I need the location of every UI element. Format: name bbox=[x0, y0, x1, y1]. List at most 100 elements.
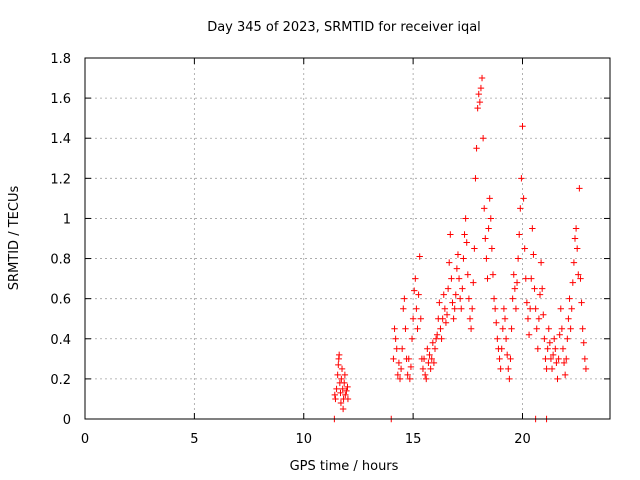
data-point bbox=[493, 319, 500, 326]
data-point bbox=[398, 345, 406, 353]
data-point bbox=[481, 205, 488, 212]
data-point bbox=[508, 325, 515, 332]
x-tick-label: 0 bbox=[81, 432, 89, 447]
data-point bbox=[577, 275, 584, 282]
data-point bbox=[566, 295, 573, 302]
data-point bbox=[436, 299, 443, 306]
data-point bbox=[443, 311, 451, 318]
data-point bbox=[557, 305, 564, 312]
data-point bbox=[421, 371, 429, 379]
data-point bbox=[461, 231, 468, 238]
data-point bbox=[547, 355, 555, 363]
data-point bbox=[581, 355, 589, 363]
data-point bbox=[486, 195, 493, 202]
data-point bbox=[425, 359, 432, 367]
data-point bbox=[467, 325, 475, 332]
data-point bbox=[514, 255, 522, 262]
data-point bbox=[475, 90, 482, 98]
data-point bbox=[407, 363, 415, 371]
y-tick-label: 0 bbox=[63, 413, 71, 428]
data-point bbox=[582, 365, 590, 373]
data-point bbox=[558, 325, 566, 332]
y-axis-label: SRMTID / TECUs bbox=[7, 186, 22, 291]
y-tick-label: 0.6 bbox=[50, 293, 71, 308]
data-point bbox=[483, 255, 490, 262]
data-point bbox=[491, 305, 499, 312]
grid bbox=[85, 58, 610, 419]
data-point bbox=[525, 331, 533, 338]
data-point bbox=[541, 335, 548, 342]
data-point bbox=[497, 365, 504, 373]
data-point bbox=[411, 287, 418, 294]
data-point bbox=[339, 385, 346, 393]
data-point bbox=[517, 205, 524, 212]
data-point bbox=[452, 291, 459, 298]
data-point bbox=[437, 325, 444, 332]
data-point bbox=[554, 375, 561, 383]
data-point bbox=[455, 275, 463, 282]
data-point bbox=[542, 355, 549, 363]
data-point bbox=[439, 315, 446, 322]
data-point bbox=[453, 265, 461, 272]
data-point bbox=[333, 385, 340, 393]
data-point bbox=[395, 359, 403, 367]
data-point bbox=[548, 365, 556, 373]
data-point bbox=[531, 285, 538, 292]
data-point bbox=[420, 355, 428, 363]
data-point bbox=[414, 325, 421, 332]
data-point bbox=[462, 215, 469, 222]
data-point bbox=[522, 275, 529, 282]
data-point bbox=[563, 355, 570, 363]
data-point bbox=[391, 325, 398, 332]
y-tick-label: 1.8 bbox=[50, 52, 71, 67]
x-tick-label: 15 bbox=[405, 432, 422, 447]
data-point bbox=[331, 391, 339, 399]
data-point bbox=[429, 339, 437, 346]
data-point bbox=[408, 335, 416, 342]
y-tick-label: 1.4 bbox=[50, 132, 71, 147]
data-point bbox=[426, 351, 433, 359]
data-point bbox=[401, 295, 408, 302]
x-tick-label: 20 bbox=[514, 432, 531, 447]
data-point bbox=[545, 325, 552, 332]
data-point bbox=[509, 295, 516, 302]
data-point bbox=[505, 365, 512, 373]
data-point bbox=[438, 335, 445, 342]
axes: 0 0.2 0.4 0.6 0.8 1 1.2 1.4 1.6 1.8 0 5 10 15 20 bbox=[50, 52, 610, 447]
data-point bbox=[390, 355, 397, 363]
data-point bbox=[546, 339, 554, 346]
chart-title: Day 345 of 2023, SRMTID for receiver iqa… bbox=[207, 20, 481, 35]
data-point bbox=[427, 365, 434, 373]
data-point bbox=[498, 345, 505, 353]
data-point bbox=[433, 331, 441, 338]
data-point bbox=[341, 371, 349, 379]
data-point bbox=[458, 305, 465, 312]
data-point bbox=[449, 299, 456, 306]
data-point bbox=[512, 305, 520, 312]
data-point bbox=[448, 275, 455, 282]
data-point bbox=[409, 315, 417, 322]
data-point bbox=[484, 275, 491, 282]
data-point bbox=[555, 355, 562, 363]
data-point bbox=[532, 305, 539, 312]
data-point bbox=[518, 175, 525, 182]
data-point bbox=[393, 345, 400, 353]
data-point bbox=[511, 285, 519, 292]
data-point bbox=[565, 315, 572, 322]
data-point bbox=[489, 271, 497, 278]
x-tick-label: 10 bbox=[295, 432, 312, 447]
data-point bbox=[579, 325, 586, 332]
data-point bbox=[544, 345, 551, 353]
data-point bbox=[500, 305, 508, 312]
data-point bbox=[471, 245, 478, 252]
data-point bbox=[415, 291, 422, 298]
data-point bbox=[501, 315, 509, 322]
x-tick-label: 5 bbox=[190, 432, 198, 447]
data-point bbox=[446, 259, 453, 266]
data-point bbox=[528, 275, 535, 282]
data-point bbox=[343, 387, 350, 395]
data-point bbox=[423, 375, 430, 383]
data-point bbox=[578, 299, 585, 306]
